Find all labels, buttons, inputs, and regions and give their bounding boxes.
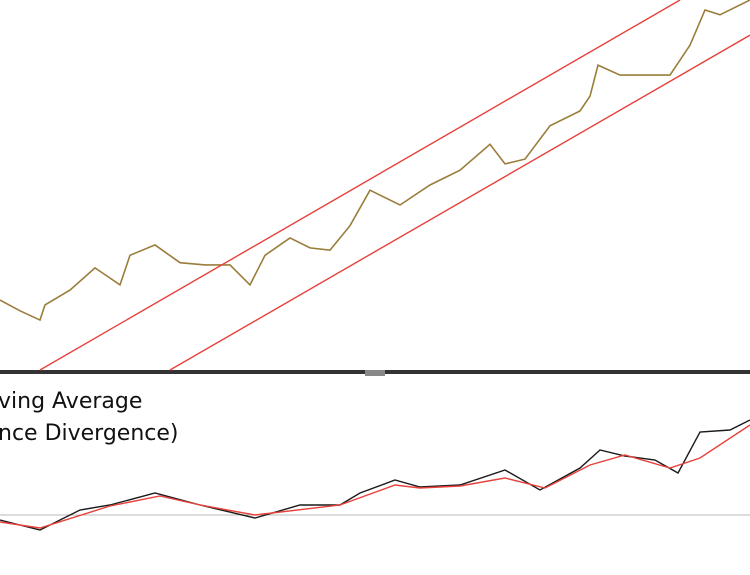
resize-handle[interactable] <box>365 370 385 376</box>
series-line <box>0 0 750 322</box>
series-line <box>0 424 750 529</box>
series-line <box>169 34 750 371</box>
panel-title: nce Divergence) <box>0 421 179 446</box>
series-line <box>39 0 681 371</box>
series-line <box>0 419 750 531</box>
panel-title: ving Average <box>0 389 142 414</box>
